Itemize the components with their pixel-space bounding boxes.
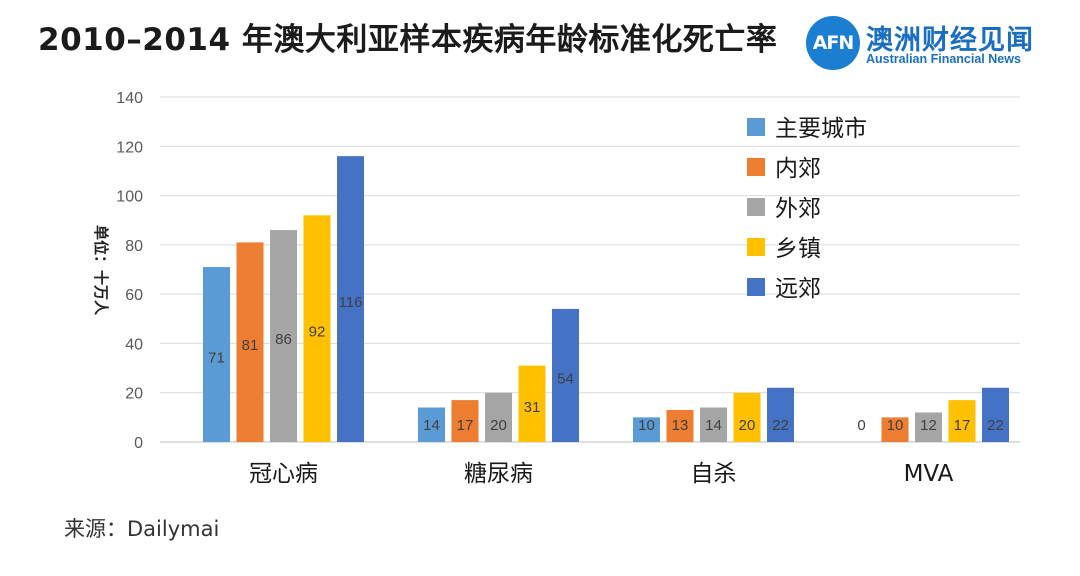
legend-label: 外郊 — [775, 196, 821, 222]
bar — [982, 387, 1009, 442]
bar-data-label: 20 — [739, 417, 756, 434]
logo-name-cn: 澳洲财经见闻 — [866, 25, 1034, 56]
afn-logo-icon: AFN — [806, 16, 860, 70]
chart-title: 2010–2014 年澳大利亚样本疾病年龄标准化死亡率 — [38, 22, 778, 58]
bar — [418, 407, 445, 442]
y-axis-label: 单位：十万人 — [92, 225, 110, 316]
bar — [733, 392, 761, 442]
y-axis-ticks: 0 20 40 60 80 100 120 140 — [116, 90, 143, 452]
legend-swatch — [747, 238, 765, 256]
x-category-label: 糖尿病 — [464, 461, 533, 487]
bar — [485, 392, 512, 442]
y-tick-label: 120 — [116, 139, 143, 156]
y-tick-label: 140 — [116, 90, 143, 107]
bar — [270, 230, 297, 442]
legend-swatch — [747, 158, 765, 176]
bar-data-label: 20 — [490, 417, 507, 434]
bar-data-label: 86 — [275, 331, 292, 348]
logo-name-en: Australian Financial News — [866, 52, 1021, 66]
legend-swatch — [747, 278, 765, 296]
bar-data-label: 22 — [772, 417, 789, 434]
bar — [451, 400, 479, 442]
y-tick-label: 20 — [125, 386, 143, 403]
grid-lines — [160, 96, 1020, 443]
legend-label: 主要城市 — [775, 116, 867, 142]
bar — [303, 215, 331, 442]
legend-swatch — [747, 198, 765, 216]
y-tick-label: 80 — [125, 238, 143, 255]
bar-data-label: 0 — [857, 417, 865, 434]
bar-data-label: 14 — [423, 417, 440, 434]
bar-data-label: 31 — [524, 399, 541, 416]
legend-label: 内郊 — [775, 156, 821, 182]
bar-data-label: 22 — [987, 417, 1004, 434]
y-tick-label: 100 — [116, 189, 143, 206]
legend-swatch — [747, 118, 765, 136]
bars: 71 81 86 92 116 14 17 20 31 54 10 13 14 20 22 0 10 12 17 22 — [203, 156, 1009, 442]
bar-data-label: 14 — [705, 417, 722, 434]
bar — [915, 412, 942, 442]
x-category-label: 冠心病 — [249, 461, 318, 487]
y-tick-label: 40 — [125, 336, 143, 353]
bar-data-label: 17 — [457, 417, 474, 434]
legend-label: 乡镇 — [775, 236, 821, 262]
bar-data-label: 81 — [242, 337, 259, 354]
source-note: 来源：Dailymai — [64, 517, 220, 541]
bar — [633, 417, 660, 442]
y-tick-label: 60 — [125, 287, 143, 304]
bar — [236, 242, 264, 442]
bar — [203, 267, 230, 442]
bar-data-label: 54 — [557, 370, 574, 387]
bar-data-label: 13 — [672, 417, 689, 434]
bar — [337, 156, 364, 442]
bar-data-label: 116 — [339, 294, 363, 311]
bar-data-label: 10 — [638, 417, 655, 434]
bar — [881, 417, 909, 442]
bar — [666, 409, 694, 442]
bar-data-label: 10 — [887, 417, 904, 434]
bar — [700, 407, 727, 442]
bar — [767, 387, 794, 442]
bar — [552, 308, 579, 442]
bar-data-label: 92 — [309, 324, 326, 341]
bar-data-label: 17 — [954, 417, 971, 434]
bar — [948, 400, 976, 442]
x-category-label: MVA — [904, 461, 954, 487]
bar-data-label: 71 — [208, 350, 225, 367]
bar-data-label: 12 — [920, 417, 937, 434]
y-tick-label: 0 — [134, 435, 143, 452]
afn-logo: AFN 澳洲财经见闻 Australian Financial News — [806, 16, 1076, 72]
x-axis-categories: 冠心病 糖尿病 自杀 MVA — [249, 461, 954, 487]
bar — [518, 365, 546, 442]
x-category-label: 自杀 — [691, 461, 737, 487]
legend-label: 远郊 — [775, 276, 821, 302]
